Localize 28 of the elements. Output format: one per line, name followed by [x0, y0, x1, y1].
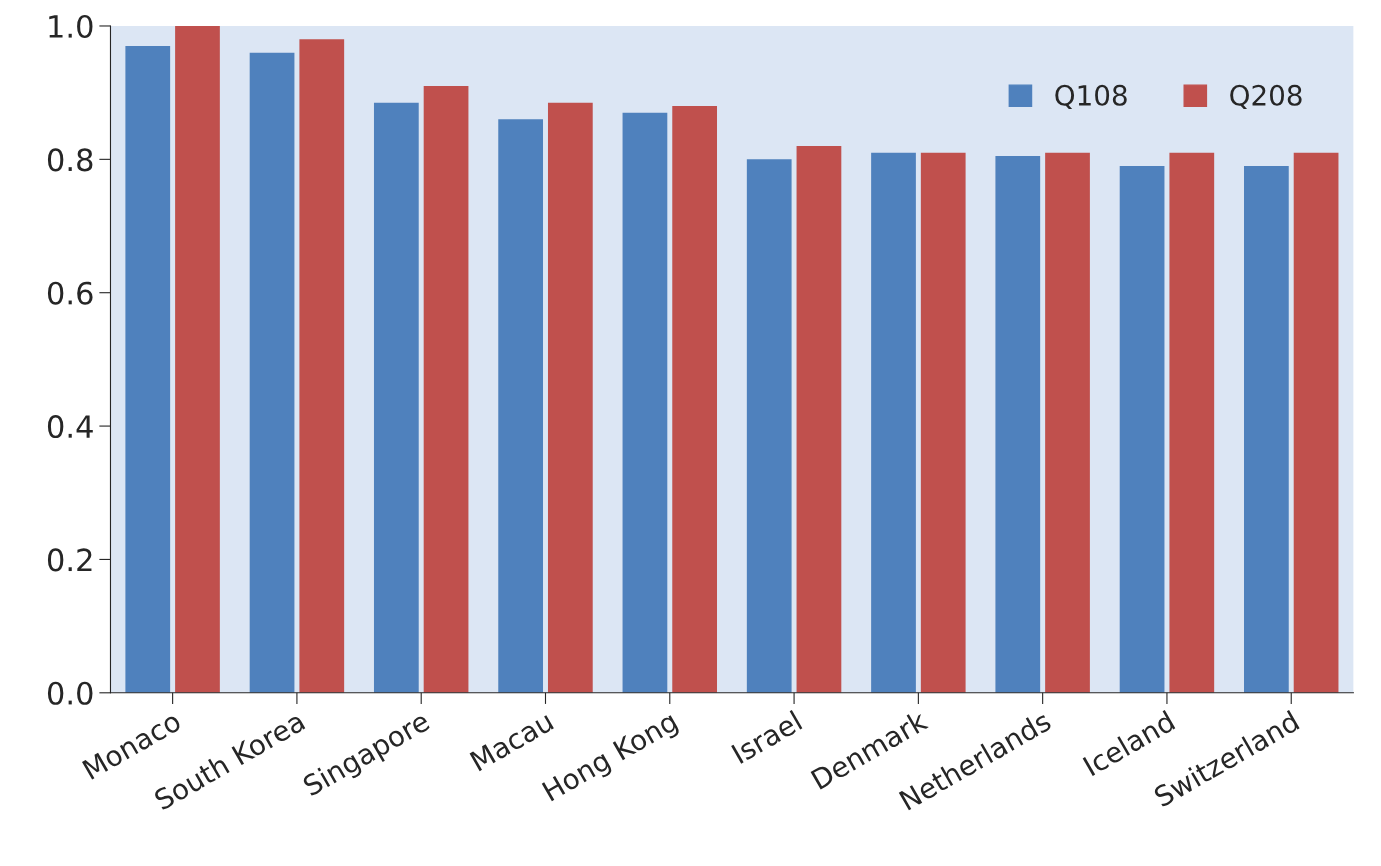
bar: [498, 119, 544, 693]
bar: [299, 39, 345, 693]
y-tick-label: 0.4: [47, 415, 93, 439]
legend-label: Q108: [1055, 84, 1127, 110]
bar: [920, 152, 966, 693]
bar: [1119, 166, 1165, 693]
bar: [871, 152, 916, 693]
bar: [249, 52, 295, 693]
bar: [622, 112, 668, 693]
y-tick-label: 0.0: [47, 681, 93, 705]
bar: [423, 85, 469, 693]
legend-label: Q208: [1230, 84, 1302, 110]
bar: [746, 159, 792, 693]
bar: [373, 102, 419, 693]
bar: [1169, 152, 1215, 693]
y-tick-label: 1.0: [49, 14, 93, 39]
bar: [125, 45, 171, 693]
bar: [547, 102, 593, 693]
y-tick-label: 0.2: [47, 548, 92, 572]
bar: [1293, 152, 1339, 693]
bar: [672, 106, 718, 693]
bar: [1244, 166, 1289, 693]
bar: [796, 146, 842, 693]
y-tick-label: 0.8: [47, 148, 93, 172]
bar: [175, 25, 220, 693]
bar: [995, 156, 1041, 693]
bar: [1045, 152, 1090, 693]
y-tick-label: 0.6: [47, 281, 93, 305]
